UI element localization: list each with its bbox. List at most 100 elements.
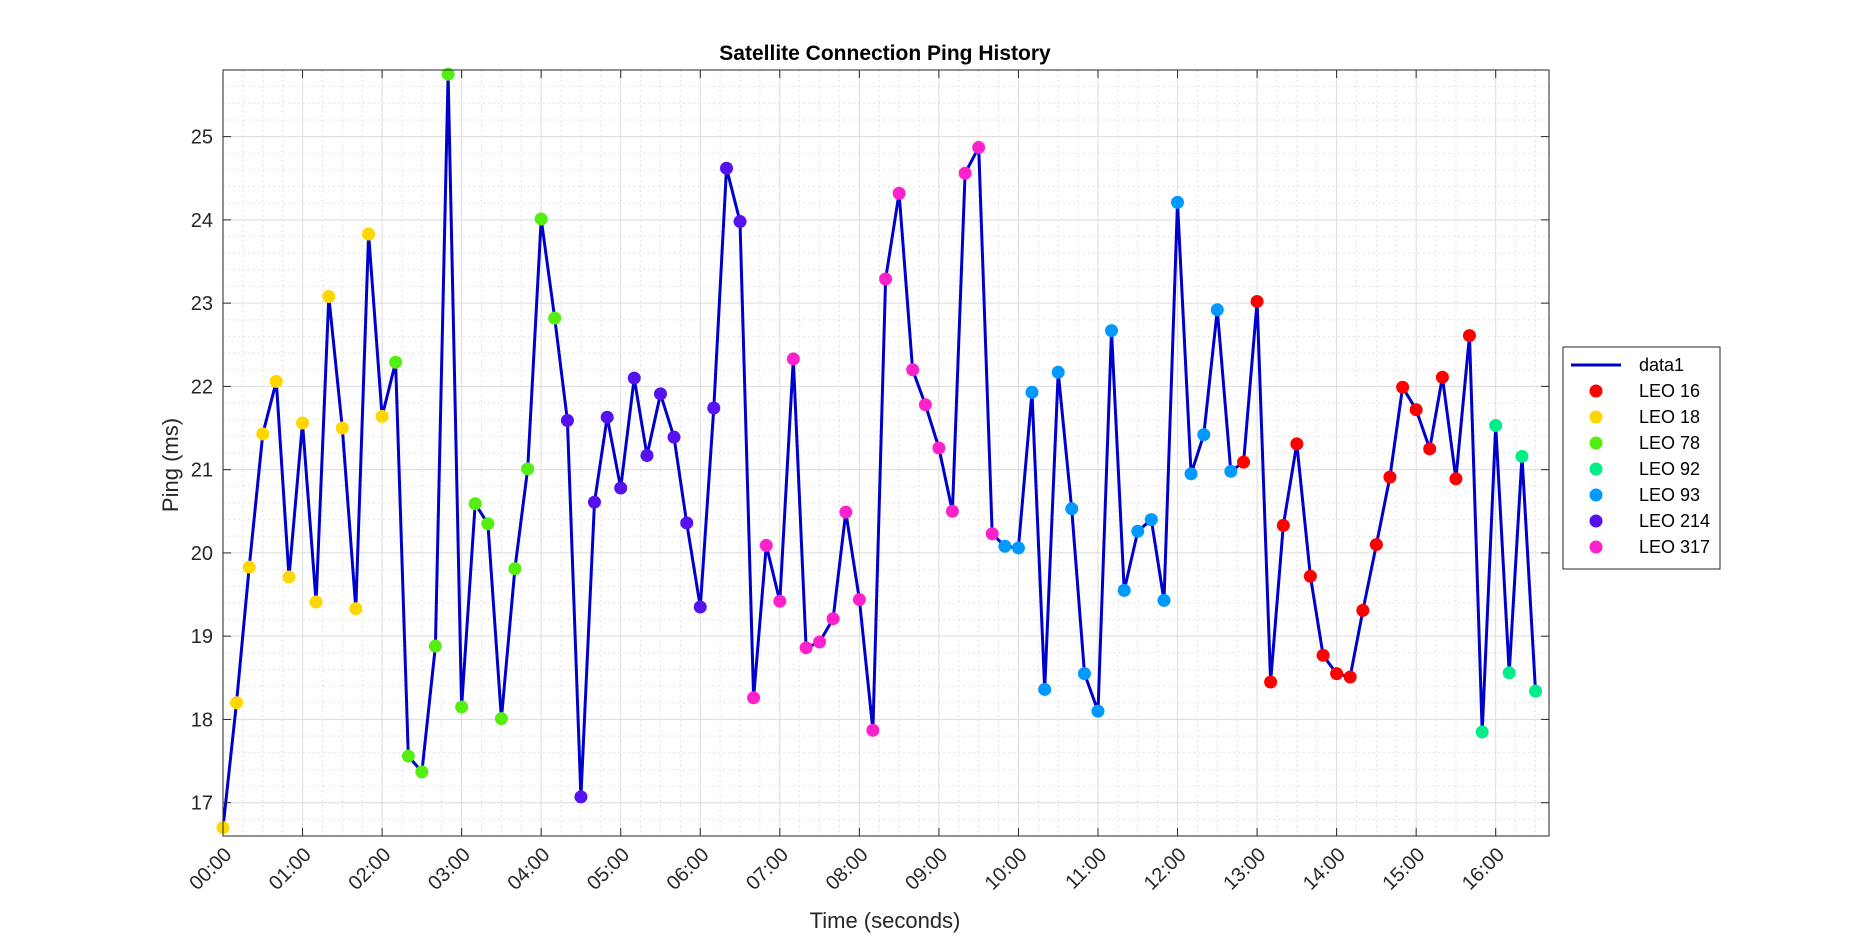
data-point [441, 67, 455, 81]
y-tick-label: 19 [191, 626, 213, 648]
data-point [906, 363, 920, 377]
data-point [1210, 303, 1224, 317]
data-point [1462, 329, 1476, 343]
data-point [1065, 502, 1079, 516]
data-point [879, 272, 893, 286]
data-point [322, 289, 336, 303]
data-point [296, 416, 310, 430]
y-tick-label: 20 [191, 543, 213, 565]
data-point [242, 560, 256, 574]
data-point [627, 371, 641, 385]
data-point [428, 639, 442, 653]
data-point [799, 641, 813, 655]
data-point [309, 595, 323, 609]
data-point [534, 212, 548, 226]
data-point [1330, 667, 1344, 681]
data-point [282, 570, 296, 584]
data-point [600, 410, 614, 424]
data-point [1396, 380, 1410, 394]
data-point [1237, 455, 1251, 469]
axes-frame [222, 69, 1550, 837]
data-point [759, 538, 773, 552]
legend-box [1562, 346, 1721, 570]
data-point [773, 594, 787, 608]
data-point [958, 166, 972, 180]
data-point [362, 227, 376, 241]
data-point [1038, 682, 1052, 696]
legend-label: LEO 93 [1639, 485, 1700, 505]
axes-box [222, 69, 1550, 837]
data-point [1435, 370, 1449, 384]
data-point [256, 427, 270, 441]
data-point [1117, 583, 1131, 597]
data-point [786, 352, 800, 366]
legend-label: LEO 16 [1639, 381, 1700, 401]
data-point [548, 311, 562, 325]
data-point [972, 140, 986, 154]
data-point [985, 527, 999, 541]
data-point [839, 505, 853, 519]
data-point [1276, 518, 1290, 532]
legend-marker-swatch [1589, 514, 1603, 528]
data-point [1383, 470, 1397, 484]
data-point [1290, 437, 1304, 451]
data-point [455, 700, 469, 714]
data-point [389, 355, 403, 369]
legend-label: LEO 92 [1639, 459, 1700, 479]
data-point [1077, 667, 1091, 681]
y-tick-label: 24 [191, 210, 213, 232]
data-point [1489, 419, 1503, 433]
data-point [1157, 593, 1171, 607]
data-point [918, 398, 932, 412]
legend-label: LEO 78 [1639, 433, 1700, 453]
data-point [560, 414, 574, 428]
data-point [1197, 428, 1211, 442]
data-point [1475, 725, 1489, 739]
data-point [1356, 603, 1370, 617]
data-point [574, 790, 588, 804]
data-point [892, 186, 906, 200]
x-axis-label: Time (seconds) [810, 908, 961, 933]
legend-marker-swatch [1589, 384, 1603, 398]
data-point [1011, 541, 1025, 555]
data-point [1343, 670, 1357, 684]
data-point [998, 539, 1012, 553]
y-tick-label: 22 [191, 376, 213, 398]
y-tick-label: 17 [191, 793, 213, 815]
data-point [349, 602, 363, 616]
data-point [852, 593, 866, 607]
data-point [720, 161, 734, 175]
legend-marker-swatch [1589, 488, 1603, 502]
data-point [1025, 385, 1039, 399]
chart-title: Satellite Connection Ping History [719, 42, 1051, 65]
data-point [508, 562, 522, 576]
legend-marker-swatch [1589, 436, 1603, 450]
legend-label: data1 [1639, 355, 1684, 375]
data-point [1144, 513, 1158, 527]
y-tick-label: 25 [191, 127, 213, 149]
data-point [1528, 684, 1542, 698]
data-point [1409, 403, 1423, 417]
legend-marker-swatch [1589, 462, 1603, 476]
legend-label: LEO 18 [1639, 407, 1700, 427]
data-point [401, 749, 415, 763]
data-point [1502, 666, 1516, 680]
data-point [667, 430, 681, 444]
data-point [269, 374, 283, 388]
y-tick-label: 18 [191, 709, 213, 731]
data-point [1423, 442, 1437, 456]
y-axis-label: Ping (ms) [158, 418, 183, 512]
data-point [653, 387, 667, 401]
data-point [693, 600, 707, 614]
data-point [1515, 449, 1529, 463]
data-point [1105, 324, 1119, 338]
data-point [1184, 467, 1198, 481]
data-point [587, 495, 601, 509]
data-point [866, 723, 880, 737]
data-point [335, 421, 349, 435]
data-point [1264, 675, 1278, 689]
data-point [640, 448, 654, 462]
data-point [1316, 648, 1330, 662]
data-point [494, 712, 508, 726]
